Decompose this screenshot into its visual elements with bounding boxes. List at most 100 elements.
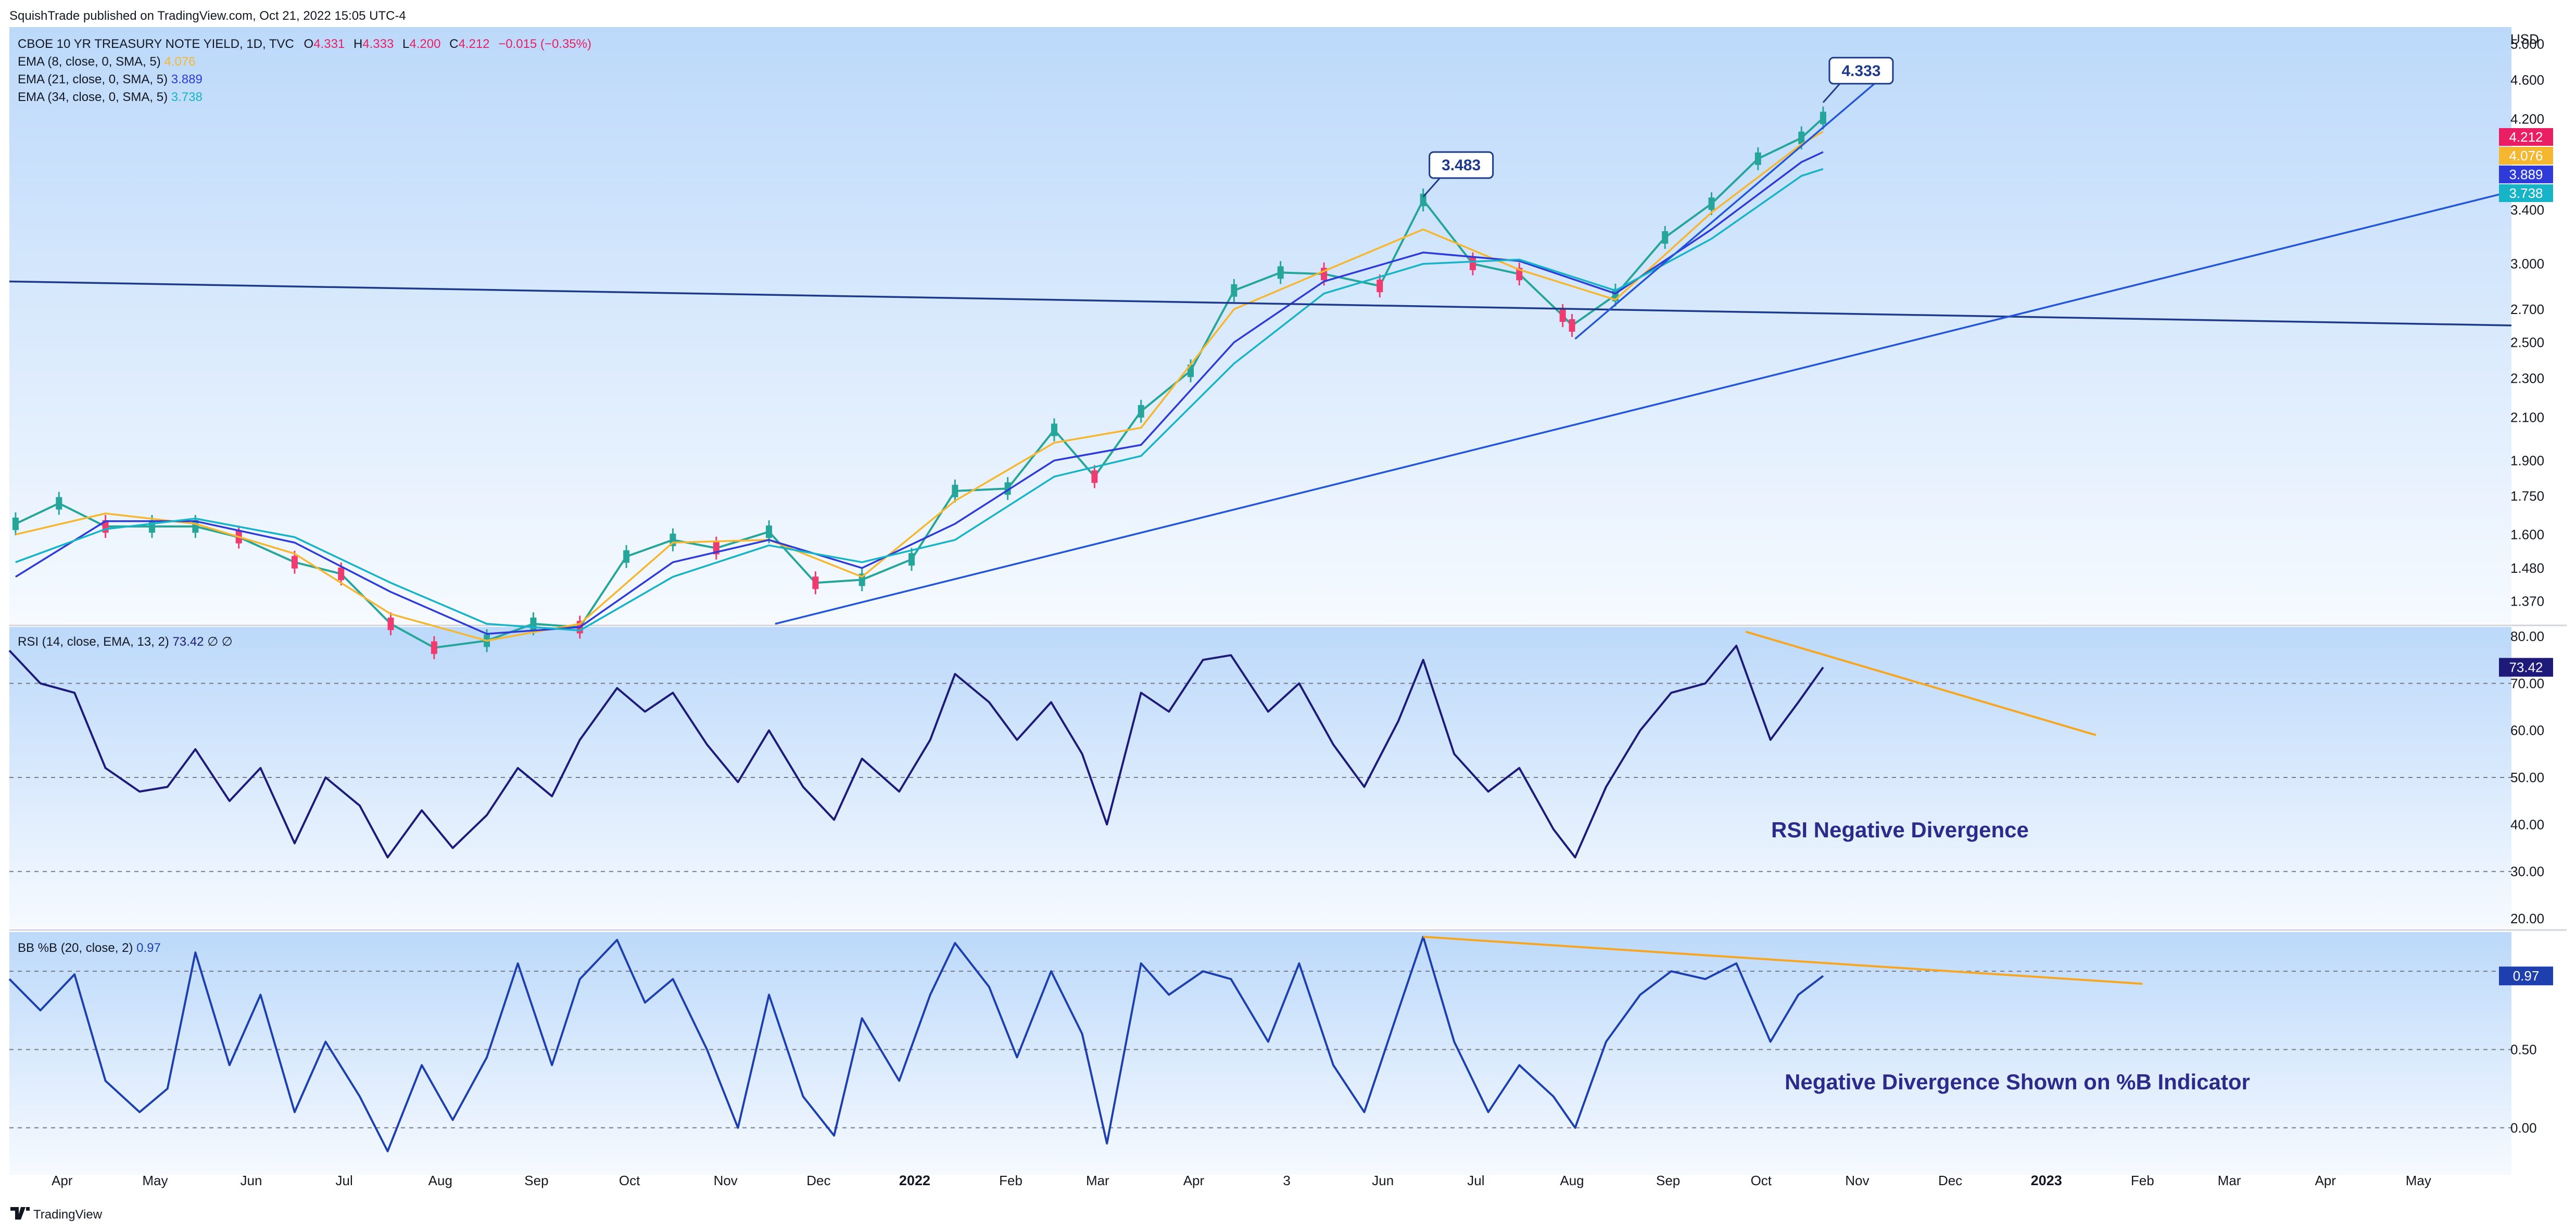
- x-axis-label: Mar: [2218, 1173, 2241, 1188]
- price-candle: [623, 550, 630, 563]
- price-candle: [12, 517, 19, 530]
- price-y-tick: 1.480: [2510, 560, 2544, 576]
- footer-brand: TradingView: [33, 1208, 103, 1222]
- price-candle: [56, 497, 62, 510]
- bb-annotation: Negative Divergence Shown on %B Indicato…: [1785, 1070, 2250, 1094]
- price-last-tag-label: 4.076: [2509, 148, 2543, 164]
- symbol-title: CBOE 10 YR TREASURY NOTE YIELD, 1D, TVC: [18, 37, 294, 51]
- bb-value-tag-label: 0.97: [2513, 968, 2540, 984]
- price-candle: [1559, 309, 1566, 322]
- price-y-tick: 2.100: [2510, 410, 2544, 425]
- price-trendline: [9, 280, 2512, 326]
- ohlc-c-val: 4.212: [458, 37, 489, 51]
- price-series: [12, 106, 1826, 659]
- rsi-grid: [9, 683, 2511, 872]
- price-y-tick: 2.300: [2510, 370, 2544, 386]
- price-y-tick: 2.700: [2510, 302, 2544, 317]
- price-candle: [1754, 152, 1761, 165]
- rsi-y-tick: 20.00: [2510, 911, 2544, 926]
- x-axis-label: Apr: [1183, 1173, 1205, 1188]
- x-axis-label: Sep: [1656, 1173, 1680, 1188]
- price-candle: [1377, 280, 1383, 293]
- rsi-y-axis: 80.00 70.00 60.00 50.00 40.00 30.00 20.00 73.42: [2499, 629, 2553, 926]
- price-candle: [1231, 284, 1238, 297]
- price-y-tick: 4.600: [2510, 72, 2544, 87]
- price-trendlines: [9, 79, 2512, 625]
- callout-pointer: [1422, 178, 1441, 198]
- price-candle: [952, 484, 958, 497]
- x-axis-label: Jun: [241, 1173, 262, 1188]
- x-axis-label: Feb: [2131, 1173, 2154, 1188]
- rsi-line: [8, 645, 1824, 859]
- price-y-tick: 1.370: [2510, 594, 2544, 609]
- x-axis: Apr May Jun Jul Aug Sep Oct Nov Dec 2022 Feb Mar Apr…: [52, 1173, 2431, 1188]
- x-axis-label: Dec: [1938, 1173, 1962, 1188]
- price-candle: [1051, 423, 1057, 436]
- bb-value-tag: [2499, 966, 2553, 986]
- bb-y-axis: 0.50 0.00 0.97: [2499, 966, 2553, 1136]
- tv-logo-icon: [10, 1207, 30, 1220]
- rsi-y-tick: 70.00: [2510, 675, 2544, 691]
- x-axis-label: Jul: [1467, 1173, 1484, 1188]
- x-axis-label: May: [2406, 1173, 2431, 1188]
- ohlc-l-val: 4.200: [409, 37, 440, 51]
- price-candle: [387, 618, 394, 630]
- tradingview-logo: TradingView: [10, 1207, 103, 1222]
- price-candle: [1798, 131, 1805, 144]
- callout-pointer: [1822, 83, 1841, 103]
- price-candle: [1138, 405, 1144, 418]
- bb-divergence-trendline: [1423, 936, 2143, 985]
- price-candle: [1420, 194, 1426, 207]
- ohlc-change: −0.015 (−0.35%): [498, 37, 591, 51]
- price-candle: [1820, 111, 1826, 124]
- rsi-y-tick: 40.00: [2510, 817, 2544, 832]
- price-last-tags: 4.212 4.076 3.889 3.738: [2499, 128, 2553, 202]
- price-series-line-1: [15, 130, 1824, 642]
- bb-series: [8, 936, 2143, 1152]
- x-axis-label: Apr: [2315, 1173, 2336, 1188]
- x-axis-label: Aug: [1560, 1173, 1584, 1188]
- x-axis-label: Apr: [52, 1173, 73, 1188]
- bb-line: [8, 936, 1824, 1152]
- rsi-y-tick: 50.00: [2510, 770, 2544, 785]
- x-axis-label: Mar: [1086, 1173, 1109, 1188]
- ohlc-c-key: C: [449, 37, 458, 51]
- price-candle: [1662, 231, 1669, 244]
- price-y-tick: 1.900: [2510, 453, 2544, 468]
- x-axis-label: 2022: [899, 1173, 930, 1188]
- x-axis-label: 2023: [2031, 1173, 2062, 1188]
- x-axis-label: May: [142, 1173, 168, 1188]
- x-axis-label: Nov: [714, 1173, 738, 1188]
- ohlc-h-val: 4.333: [362, 37, 394, 51]
- price-candle: [1569, 319, 1575, 332]
- price-y-tick: 3.000: [2510, 256, 2544, 272]
- rsi-series: [8, 631, 2097, 859]
- x-axis-label: Aug: [428, 1173, 452, 1188]
- bb-y-tick: 0.50: [2510, 1041, 2537, 1057]
- price-y-tick: 4.200: [2510, 111, 2544, 127]
- price-legend: CBOE 10 YR TREASURY NOTE YIELD, 1D, TVC …: [18, 37, 591, 51]
- price-candle: [1469, 257, 1476, 270]
- price-candle: [291, 556, 298, 569]
- ema8-legend: EMA (8, close, 0, SMA, 5) 4.076: [18, 55, 196, 69]
- x-axis-label: 3: [1283, 1173, 1290, 1188]
- price-series-line-2: [15, 151, 1824, 635]
- price-candle: [1277, 266, 1284, 279]
- price-trendline: [775, 190, 2512, 625]
- x-axis-label: Jun: [1372, 1173, 1394, 1188]
- price-y-tick: 2.500: [2510, 334, 2544, 350]
- rsi-y-tick: 60.00: [2510, 723, 2544, 738]
- bb-y-tick: 0.00: [2510, 1120, 2537, 1136]
- rsi-divergence-trendline: [1745, 631, 2097, 736]
- bb-grid: [9, 971, 2511, 1128]
- price-trendline: [1574, 79, 1880, 340]
- currency-label: USD: [2510, 31, 2539, 47]
- callout-label: 3.483: [1442, 157, 1481, 174]
- price-candle: [1708, 197, 1715, 210]
- ohlc-h-key: H: [353, 37, 362, 51]
- callout-label: 4.333: [1841, 62, 1880, 80]
- price-candle: [431, 641, 437, 654]
- price-y-tick: 1.600: [2510, 526, 2544, 542]
- price-series-line-3: [15, 168, 1824, 632]
